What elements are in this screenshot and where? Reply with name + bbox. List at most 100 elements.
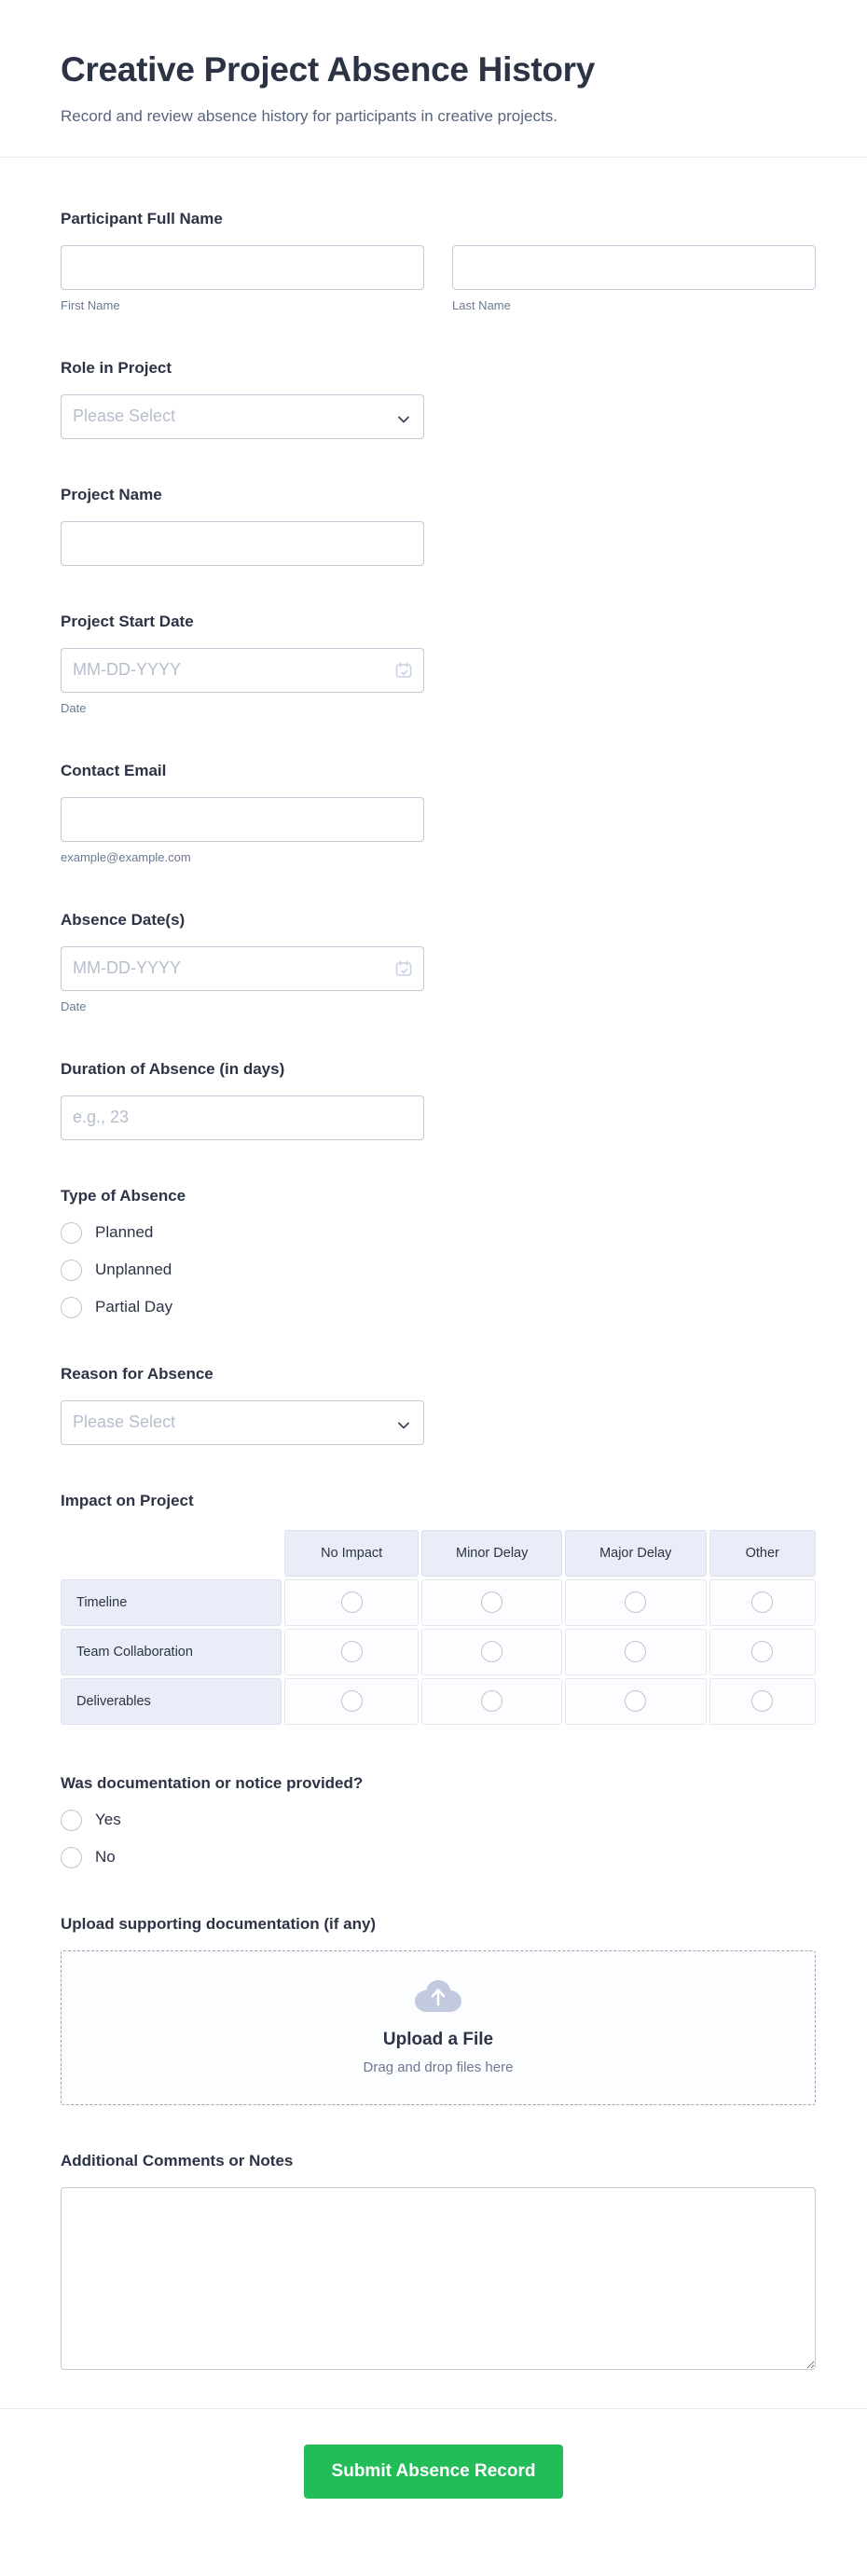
start-date-label: Project Start Date: [61, 612, 194, 630]
matrix-radio[interactable]: [625, 1690, 647, 1713]
project-name-input[interactable]: [61, 520, 424, 566]
radio-option-no[interactable]: No: [61, 1846, 816, 1868]
contact-email-input[interactable]: [61, 796, 424, 842]
matrix-radio[interactable]: [751, 1641, 774, 1663]
matrix-radio[interactable]: [481, 1591, 503, 1614]
radio-option-unplanned[interactable]: Unplanned: [61, 1259, 816, 1281]
form-body: Participant Full Name First Name Last Na…: [0, 158, 867, 2408]
matrix-cell[interactable]: [564, 1677, 707, 1725]
matrix-radio[interactable]: [340, 1690, 363, 1713]
matrix-col-header: Major Delay: [564, 1529, 707, 1577]
reason-select[interactable]: Please Select: [61, 1399, 424, 1445]
absence-dates-wrap: [61, 945, 424, 991]
form-footer: Submit Absence Record: [0, 2407, 867, 2547]
start-date-sublabel: Date: [61, 700, 87, 715]
matrix-radio[interactable]: [625, 1641, 647, 1663]
question-project-name: Project Name: [61, 486, 816, 566]
chevron-down-icon: [397, 1417, 410, 1437]
duration-input[interactable]: [61, 1095, 424, 1140]
radio-icon[interactable]: [61, 1296, 82, 1318]
question-absence-type: Type of Absence Planned Unplanned Partia…: [61, 1187, 816, 1318]
matrix-row-deliverables: Deliverables: [61, 1677, 816, 1725]
radio-icon[interactable]: [61, 1846, 82, 1868]
matrix-row-header: Team Collaboration: [61, 1628, 282, 1675]
matrix-radio[interactable]: [625, 1591, 647, 1614]
matrix-row-timeline: Timeline: [61, 1578, 816, 1626]
matrix-col-header: No Impact: [283, 1529, 420, 1577]
matrix-col-header: Other: [709, 1529, 816, 1577]
matrix-cell[interactable]: [564, 1628, 707, 1675]
reason-select-placeholder: Please Select: [73, 1412, 176, 1432]
upload-cloud-icon: [415, 1979, 461, 2017]
radio-icon[interactable]: [61, 1809, 82, 1831]
matrix-radio[interactable]: [481, 1641, 503, 1663]
first-name-sublabel: First Name: [61, 297, 120, 312]
radio-option-planned[interactable]: Planned: [61, 1221, 816, 1244]
impact-matrix-table: No Impact Minor Delay Major Delay Other …: [58, 1527, 819, 1728]
upload-hint-text: Drag and drop files here: [363, 2059, 514, 2075]
matrix-header-row: No Impact Minor Delay Major Delay Other: [61, 1529, 816, 1577]
question-duration: Duration of Absence (in days): [61, 1060, 816, 1140]
question-impact-matrix: Impact on Project No Impact Minor Delay …: [61, 1492, 816, 1728]
chevron-down-icon: [397, 411, 410, 431]
documentation-label: Was documentation or notice provided?: [61, 1773, 364, 1792]
matrix-radio[interactable]: [340, 1591, 363, 1614]
matrix-cell[interactable]: [421, 1578, 562, 1626]
matrix-radio[interactable]: [751, 1690, 774, 1713]
matrix-col-header: Minor Delay: [421, 1529, 562, 1577]
matrix-cell[interactable]: [283, 1677, 420, 1725]
matrix-cell[interactable]: [564, 1578, 707, 1626]
radio-icon[interactable]: [61, 1221, 82, 1244]
file-dropzone[interactable]: Upload a File Drag and drop files here: [61, 1949, 816, 2105]
matrix-cell[interactable]: [421, 1677, 562, 1725]
matrix-radio[interactable]: [481, 1690, 503, 1713]
absence-dates-label: Absence Date(s): [61, 910, 186, 929]
radio-icon[interactable]: [61, 1259, 82, 1281]
page-title: Creative Project Absence History: [61, 50, 596, 89]
question-reason: Reason for Absence Please Select: [61, 1365, 816, 1445]
first-name-input[interactable]: [61, 244, 424, 290]
matrix-radio[interactable]: [751, 1591, 774, 1614]
name-row: First Name Last Name: [61, 244, 816, 312]
radio-option-partial-day[interactable]: Partial Day: [61, 1296, 816, 1318]
radio-option-label: Unplanned: [95, 1260, 172, 1279]
last-name-col: Last Name: [452, 244, 816, 312]
radio-option-label: No: [95, 1848, 116, 1867]
absence-dates-input[interactable]: [61, 945, 424, 991]
radio-option-yes[interactable]: Yes: [61, 1809, 816, 1831]
duration-label: Duration of Absence (in days): [61, 1059, 285, 1078]
matrix-cell[interactable]: [421, 1628, 562, 1675]
matrix-cell[interactable]: [283, 1628, 420, 1675]
question-absence-dates: Absence Date(s) Date: [61, 911, 816, 1013]
participant-name-label: Participant Full Name: [61, 209, 223, 227]
question-role: Role in Project Please Select: [61, 359, 816, 439]
question-comments: Additional Comments or Notes: [61, 2152, 816, 2375]
matrix-cell[interactable]: [709, 1628, 816, 1675]
first-name-col: First Name: [61, 244, 424, 312]
contact-email-sublabel: example@example.com: [61, 849, 191, 864]
start-date-input[interactable]: [61, 647, 424, 693]
start-date-wrap: [61, 647, 424, 693]
matrix-cell[interactable]: [709, 1578, 816, 1626]
role-select[interactable]: Please Select: [61, 393, 424, 439]
question-documentation: Was documentation or notice provided? Ye…: [61, 1774, 816, 1868]
last-name-input[interactable]: [452, 244, 816, 290]
submit-button[interactable]: Submit Absence Record: [303, 2444, 564, 2499]
comments-label: Additional Comments or Notes: [61, 2151, 294, 2170]
radio-option-label: Yes: [95, 1811, 121, 1829]
contact-email-label: Contact Email: [61, 761, 167, 779]
question-start-date: Project Start Date Date: [61, 613, 816, 715]
last-name-sublabel: Last Name: [452, 297, 511, 312]
question-participant-name: Participant Full Name First Name Last Na…: [61, 210, 816, 312]
project-name-label: Project Name: [61, 485, 162, 503]
question-contact-email: Contact Email example@example.com: [61, 762, 816, 864]
matrix-radio[interactable]: [340, 1641, 363, 1663]
matrix-cell[interactable]: [709, 1677, 816, 1725]
impact-label: Impact on Project: [61, 1491, 194, 1509]
form-header: Creative Project Absence History Record …: [0, 0, 867, 158]
matrix-cell[interactable]: [283, 1578, 420, 1626]
matrix-corner-cell: [61, 1530, 282, 1577]
page-subtitle: Record and review absence history for pa…: [61, 107, 557, 125]
upload-button-text: Upload a File: [382, 2029, 494, 2049]
comments-textarea[interactable]: [61, 2186, 816, 2370]
